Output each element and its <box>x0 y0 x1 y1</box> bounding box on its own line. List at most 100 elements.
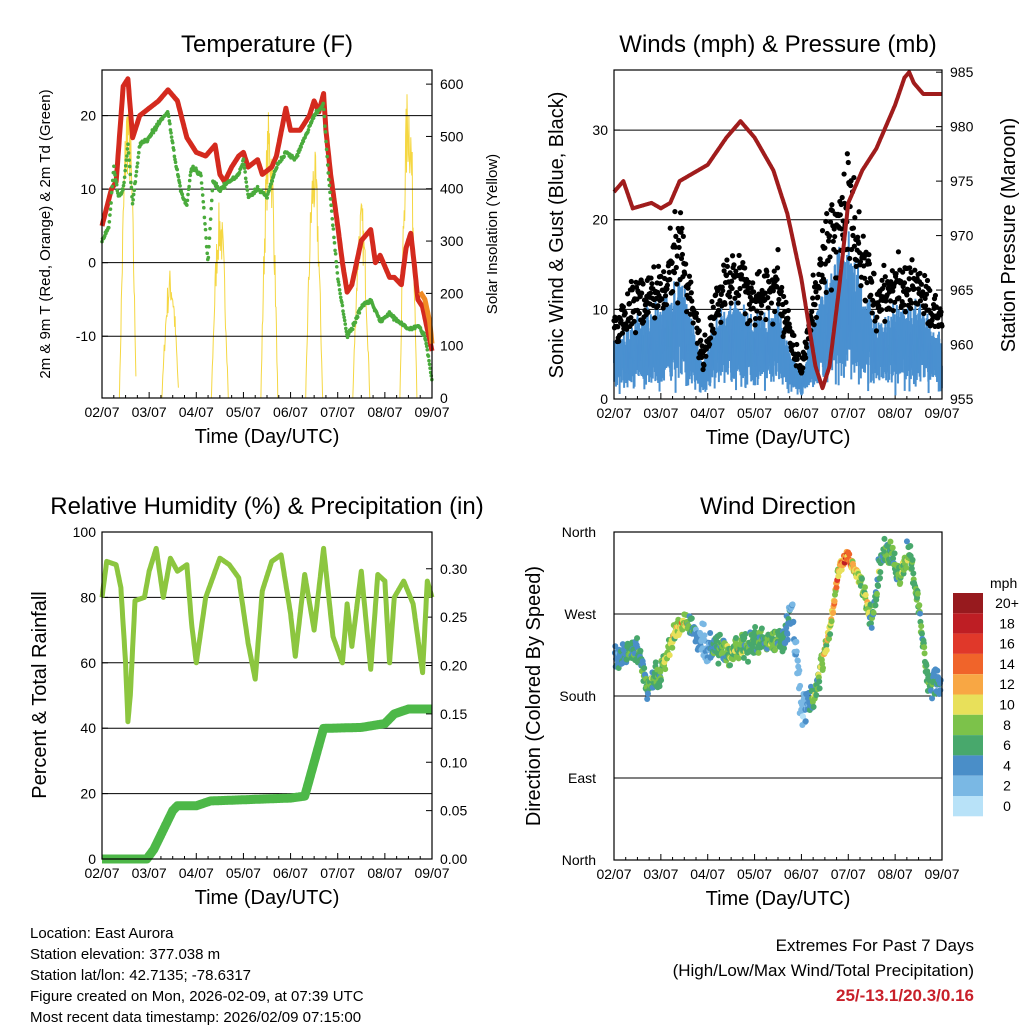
gust-point <box>659 296 665 302</box>
plot-frame <box>613 531 943 861</box>
dewpoint-point <box>322 114 327 119</box>
gust-point <box>733 268 739 274</box>
gust-point <box>724 257 730 263</box>
direction-point <box>666 652 673 659</box>
dewpoint-point <box>335 271 340 275</box>
solar-insolation-line <box>305 151 324 399</box>
direction-point <box>644 695 651 702</box>
gust-point <box>740 260 746 266</box>
direction-point <box>802 718 809 725</box>
gust-point <box>864 280 870 286</box>
gust-point <box>923 291 930 297</box>
x-tick-label: 09/07 <box>414 404 449 420</box>
legend-swatch <box>953 775 983 796</box>
gust-point <box>751 289 757 295</box>
direction-point <box>742 630 749 637</box>
x-tick-label: 04/07 <box>179 404 214 420</box>
gust-point <box>812 280 819 286</box>
dewpoint-point <box>136 150 141 155</box>
dewpoint-point <box>424 344 429 349</box>
x-axis-label: Time (Day/UTC) <box>195 887 340 909</box>
x-tick-label: 06/07 <box>273 865 308 881</box>
gust-point <box>680 233 686 239</box>
y-right-tick-label: 0.10 <box>440 754 467 770</box>
gust-point <box>655 303 661 309</box>
dewpoint-point <box>173 157 177 162</box>
gust-point <box>785 315 791 321</box>
gust-point <box>774 265 781 271</box>
gust-point <box>890 288 896 294</box>
gust-point <box>631 318 637 324</box>
gust-point <box>774 276 780 282</box>
gust-point <box>620 304 626 310</box>
gust-point <box>799 369 805 375</box>
gust-point <box>748 285 754 291</box>
legend-label: 6 <box>1003 737 1011 753</box>
extremes-box: Extremes For Past 7 Days (High/Low/Max W… <box>673 933 974 1008</box>
relative-humidity-line <box>99 545 435 725</box>
gust-point <box>678 229 684 235</box>
gust-point <box>878 307 885 313</box>
gust-point <box>640 318 647 325</box>
gust-point <box>907 265 913 271</box>
gust-point <box>672 208 678 215</box>
y-right-tick-label: 0.00 <box>440 851 467 867</box>
dewpoint-point <box>331 223 335 228</box>
gust-point <box>887 298 894 304</box>
gust-point <box>850 232 856 239</box>
dewpoint-point <box>126 142 130 146</box>
gust-point <box>821 279 827 285</box>
y-right-tick-label: 300 <box>440 233 464 249</box>
x-tick-label: 09/07 <box>924 866 959 882</box>
gust-point <box>832 233 838 240</box>
gust-point <box>752 315 759 322</box>
dewpoint-point <box>376 314 381 319</box>
gust-point <box>904 292 910 298</box>
gust-point <box>772 308 778 315</box>
y-tick-label: -10 <box>76 328 96 344</box>
dewpoint-point <box>357 311 362 315</box>
gust-point <box>727 294 733 300</box>
direction-point <box>816 685 823 692</box>
dewpoint-point <box>199 181 204 185</box>
gust-point <box>906 287 912 293</box>
x-tick-label: 08/07 <box>878 866 913 882</box>
dewpoint-point <box>176 174 181 179</box>
dewpoint-point <box>199 173 203 178</box>
dewpoint-point <box>135 165 139 169</box>
dewpoint-point <box>341 309 345 313</box>
gust-point <box>794 341 800 348</box>
gust-point <box>917 270 923 276</box>
x-tick-label: 07/07 <box>320 865 355 881</box>
gust-point <box>747 317 753 324</box>
gust-point <box>779 284 785 291</box>
direction-point <box>810 703 817 710</box>
direction-point <box>867 620 874 627</box>
y-tick-label: 100 <box>73 524 97 540</box>
gust-point <box>624 291 631 297</box>
gust-point <box>657 280 663 287</box>
gust-point <box>689 298 695 304</box>
gust-point <box>852 215 858 221</box>
gust-point <box>851 174 857 181</box>
gust-point <box>839 226 845 232</box>
latlon-text: Station lat/lon: 42.7135; -78.6317 <box>30 967 252 984</box>
solar-insolation-line <box>161 270 179 399</box>
direction-point <box>798 701 805 708</box>
direction-point <box>652 659 659 666</box>
dewpoint-point <box>129 180 133 185</box>
y-tick-label: 10 <box>592 301 608 317</box>
gust-point <box>855 234 861 240</box>
dewpoint-point <box>185 203 189 207</box>
dewpoint-point <box>255 184 260 189</box>
gust-point <box>815 294 821 300</box>
dewpoint-point <box>128 172 133 177</box>
gust-point <box>868 292 874 298</box>
direction-point <box>784 636 791 643</box>
gust-point <box>710 304 716 310</box>
gust-point <box>932 292 939 299</box>
dewpoint-point <box>134 169 139 174</box>
gust-point <box>709 298 715 305</box>
direction-point <box>887 538 894 545</box>
direction-point <box>700 621 707 628</box>
